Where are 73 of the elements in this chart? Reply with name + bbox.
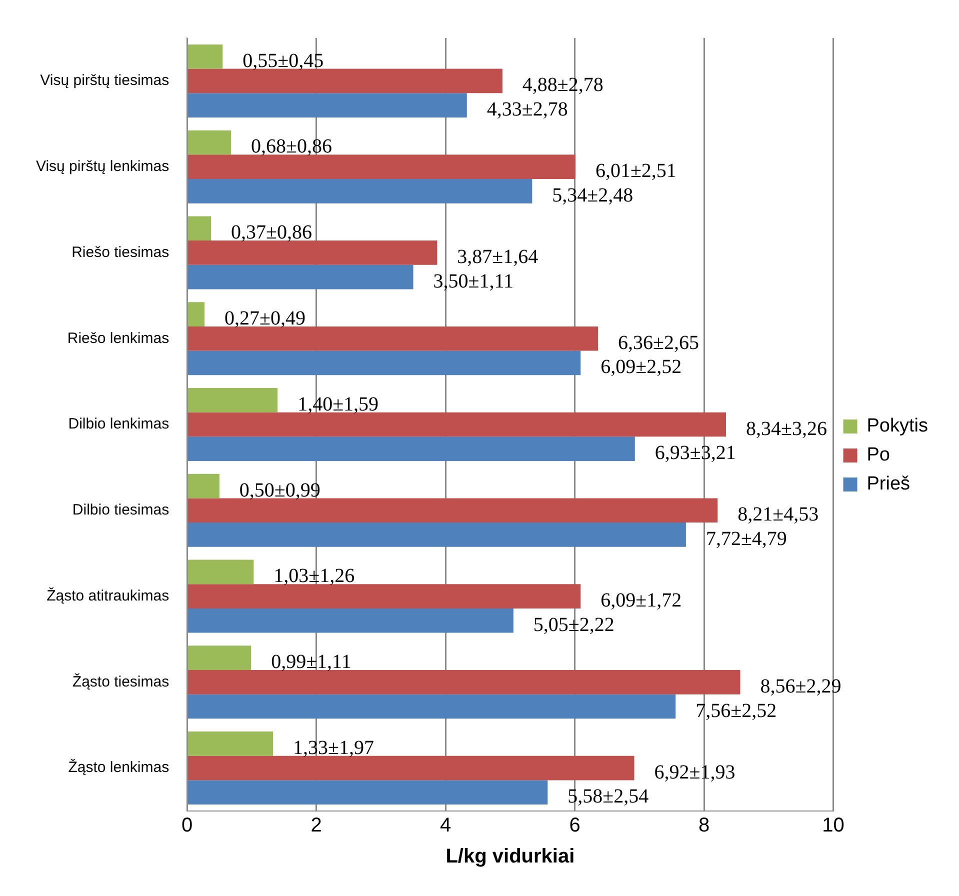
bar [188,93,467,118]
data-label: 3,87±1,64 [457,246,538,268]
y-tick-label: Dilbio tiesimas [72,502,170,519]
y-tick-label: Žąsto tiesimas [72,672,170,690]
bar [188,68,502,94]
data-label: 0,99±1,11 [271,651,352,674]
bar [188,264,414,290]
data-label: 6,92±1,93 [654,761,736,784]
bar [188,302,205,326]
x-tick-label: 10 [822,814,844,837]
data-label: 0,37±0,86 [231,222,312,244]
bar [188,240,438,265]
x-tick-label: 2 [310,814,322,837]
data-label: 0,27±0,49 [224,308,306,330]
bar [188,474,220,498]
bar [188,179,532,204]
data-label: 6,09±2,52 [600,356,682,378]
y-tick-label: Žąsto lenkimas [68,758,170,776]
data-label: 0,50±0,99 [239,479,320,502]
data-label: 7,72±4,79 [706,528,787,550]
data-label: 3,50±1,11 [433,270,514,292]
bar [188,756,634,780]
bar [188,350,581,376]
data-label: 4,88±2,78 [522,74,604,96]
data-label: 0,55±0,45 [242,50,324,72]
bar [188,130,232,155]
data-label: 5,58±2,54 [568,786,649,808]
legend-label: Pokytis [866,416,928,437]
bar [188,670,740,694]
y-tick-label: Žąsto atitraukimas [46,586,170,604]
data-label: 7,56±2,52 [696,700,777,722]
y-tick-label: Riešo tiesimas [72,244,170,261]
x-tick-label: 0 [182,814,193,837]
data-label: 5,05±2,22 [533,614,614,636]
bar [188,780,548,805]
bar [188,584,581,608]
bar [188,388,278,412]
data-label: 0,68±0,86 [251,136,332,158]
bar [188,412,726,437]
data-label: 6,93±3,21 [654,442,736,464]
bar [188,694,676,719]
data-label: 4,33±2,78 [486,98,568,121]
bar [188,498,718,523]
x-tick-label: 4 [440,814,452,837]
bar [188,216,212,241]
x-axis-title: L/kg vidurkiai [446,846,575,868]
bar [188,44,223,69]
bar [188,646,252,670]
bar [188,154,576,179]
data-label: 1,03±1,26 [274,565,355,588]
data-label: 6,36±2,65 [618,332,700,354]
data-label: 1,33±1,97 [293,736,374,759]
y-tick-label: Visų pirštų lenkimas [36,158,170,175]
y-tick-label: Visų pirštų tiesimas [40,72,170,90]
y-tick-label: Dilbio lenkimas [68,416,170,433]
x-tick-label: 6 [569,814,580,837]
bar [188,436,635,462]
x-tick-label: 8 [698,814,710,837]
bar [188,560,254,584]
data-label: 1,40±1,59 [298,393,379,416]
legend-label: Prieš [866,474,910,495]
data-label: 8,34±3,26 [746,418,827,440]
legend-label: Po [866,444,890,466]
data-label: 8,21±4,53 [738,504,819,526]
bar [188,326,598,351]
bar [188,608,514,633]
data-label: 6,01±2,51 [595,160,676,182]
data-label: 8,56±2,29 [760,675,842,698]
data-label: 6,09±1,72 [600,590,682,612]
y-tick-label: Riešo lenkimas [67,330,170,347]
data-label: 5,34±2,48 [552,184,634,206]
bar [188,732,274,756]
bar [188,522,686,547]
